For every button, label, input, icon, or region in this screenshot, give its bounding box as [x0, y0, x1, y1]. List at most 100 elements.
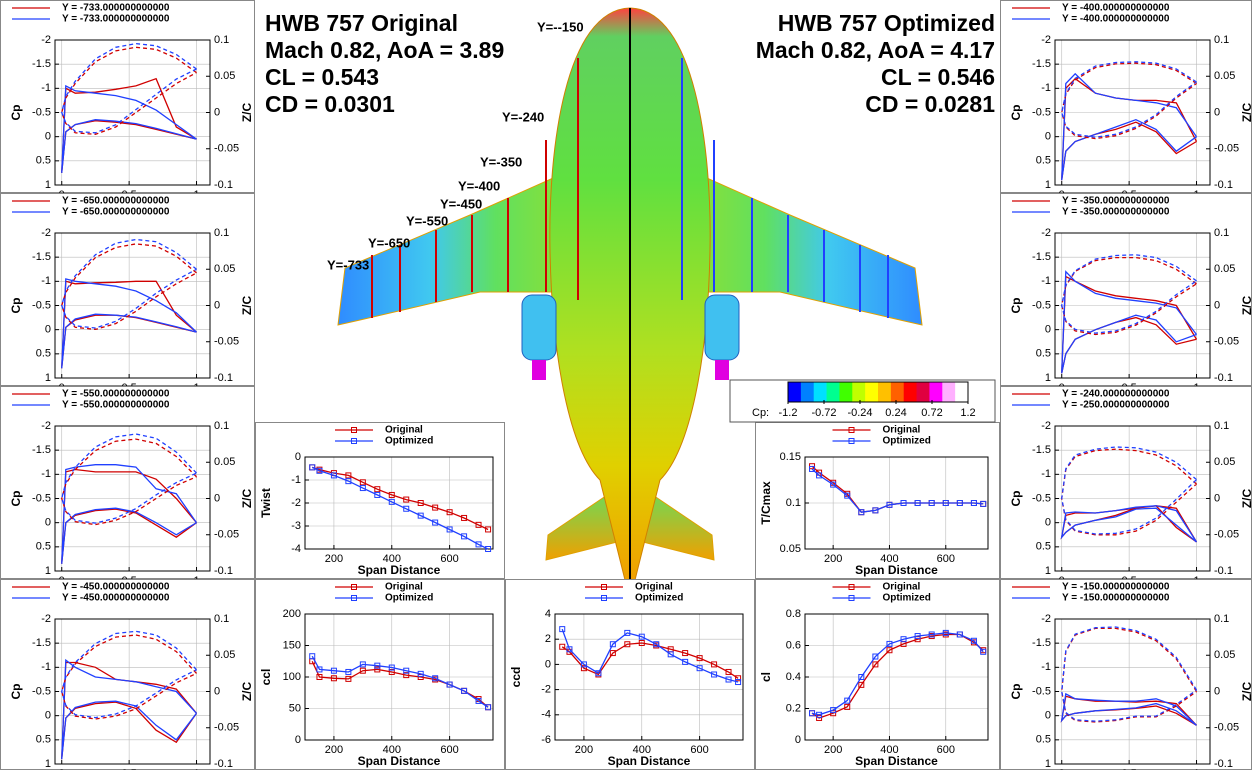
legend-label: Y = -650.000000000000 — [62, 196, 170, 207]
colorbar-cell — [903, 382, 918, 402]
y-axis-label: Cp — [1009, 684, 1023, 700]
y-tick-label: 4 — [545, 608, 551, 620]
sections-optimized — [681, 58, 889, 318]
y-axis-label: Cp — [9, 491, 23, 507]
marker — [374, 666, 381, 673]
y2-tick-label: -0.05 — [1214, 143, 1239, 155]
shape-line — [61, 238, 197, 329]
x-axis-label: Span Distance — [855, 563, 938, 577]
y2-tick-label: 0.1 — [214, 34, 229, 46]
colorbar-cell — [813, 382, 828, 402]
colorbar-cell — [942, 382, 956, 402]
marker — [359, 661, 366, 668]
y-tick-label: 1 — [1045, 179, 1051, 191]
y2-tick-label: -0.1 — [214, 758, 233, 770]
colorbar-tick-label: -1.2 — [779, 407, 798, 419]
y-tick-label: -2 — [1041, 613, 1051, 625]
legend-label: Optimized — [635, 593, 683, 604]
marker — [844, 492, 851, 499]
x-tick-label: 1 — [1193, 768, 1199, 770]
y-tick-label: -2 — [1041, 34, 1051, 46]
colorbar-cell — [916, 382, 930, 402]
y-tick-label: -0.5 — [1032, 685, 1051, 697]
y-tick-label: -2 — [41, 34, 51, 46]
shape-line — [61, 630, 197, 719]
y-tick-label: 0 — [1045, 131, 1051, 143]
y-tick-label: 100 — [283, 671, 301, 683]
shape-line — [1061, 61, 1197, 138]
y2-tick-label: -0.1 — [214, 565, 233, 577]
legend-marker — [601, 584, 607, 590]
legend-label: Y = -250.000000000000 — [1062, 400, 1170, 411]
y2-axis-label: Z/C — [240, 489, 254, 509]
marker — [461, 533, 468, 540]
colorbar-cell — [890, 382, 905, 402]
marker — [844, 703, 851, 710]
marker — [886, 501, 893, 508]
y2-tick-label: 0.05 — [1214, 649, 1235, 661]
marker — [942, 629, 949, 636]
marker — [872, 661, 879, 668]
marker — [417, 512, 424, 519]
station-label: Y=-450 — [440, 196, 482, 211]
chart-panel: 00.51-2-1.5-1-0.500.51-0.1-0.0500.050.1C… — [1000, 193, 1252, 394]
y-tick-label: -0.5 — [1032, 299, 1051, 311]
y-axis-label: Cp — [1009, 491, 1023, 507]
marker — [374, 491, 381, 498]
legend-marker — [848, 427, 855, 433]
nacelle-left — [521, 294, 557, 361]
legend-label: Original — [883, 582, 921, 593]
nozzle-right — [715, 360, 729, 380]
marker — [682, 650, 689, 657]
y2-tick-label: -0.1 — [214, 372, 233, 384]
marker — [609, 650, 616, 657]
marker — [858, 681, 865, 688]
chart-panel: 00.51-2-1.5-1-0.500.51-0.1-0.0500.050.1C… — [1000, 0, 1252, 201]
y-tick-label: -0.5 — [1032, 106, 1051, 118]
marker — [638, 633, 645, 640]
marker — [711, 661, 718, 668]
marker — [809, 710, 816, 717]
y-tick-label: 150 — [283, 639, 301, 651]
y-tick-label: -1.5 — [32, 444, 51, 456]
chart-panel: 00.51-2-1.5-1-0.500.51-0.1-0.0500.050.1C… — [0, 0, 255, 201]
y-axis-label: Cp — [9, 684, 23, 700]
y-tick-label: 1 — [45, 372, 51, 384]
legend-label: Optimized — [385, 593, 433, 604]
y2-tick-label: 0.05 — [1214, 263, 1235, 275]
y-tick-label: -1 — [1041, 468, 1051, 480]
series-line — [1060, 505, 1198, 543]
marker — [316, 467, 323, 474]
marker — [485, 546, 492, 552]
marker — [858, 674, 865, 680]
marker — [330, 667, 337, 674]
marker — [403, 672, 410, 679]
y-tick-label: 0.8 — [786, 608, 801, 620]
y-tick-label: 0 — [45, 131, 51, 143]
x-axis-label: Span Distance — [358, 754, 441, 768]
marker — [816, 472, 823, 479]
y-tick-label: -1.5 — [1032, 251, 1051, 263]
y-tick-label: -1.5 — [1032, 637, 1051, 649]
plot-frame — [54, 425, 211, 572]
x-tick-label: 600 — [690, 744, 708, 756]
title-right: Mach 0.82, AoA = 4.17 — [756, 37, 995, 63]
marker — [403, 667, 410, 674]
y-tick-label: 1 — [1045, 758, 1051, 770]
x-tick-label: 600 — [440, 744, 458, 756]
y2-axis-label: Z/C — [240, 296, 254, 316]
station-label: Y=-650 — [368, 235, 410, 250]
x-axis-label: Span Distance — [608, 754, 691, 768]
shape-line — [1061, 446, 1197, 535]
shape-line — [1061, 254, 1197, 334]
y2-tick-label: -0.05 — [214, 336, 239, 348]
marker — [980, 648, 987, 655]
title-left: HWB 757 Original — [265, 10, 458, 36]
marker — [956, 500, 963, 506]
marker — [872, 507, 879, 514]
series-line — [1061, 270, 1198, 374]
y-tick-label: 0.5 — [1036, 541, 1051, 553]
legend-label: Original — [883, 425, 921, 436]
legend-label: Original — [635, 582, 673, 593]
marker — [559, 643, 566, 650]
